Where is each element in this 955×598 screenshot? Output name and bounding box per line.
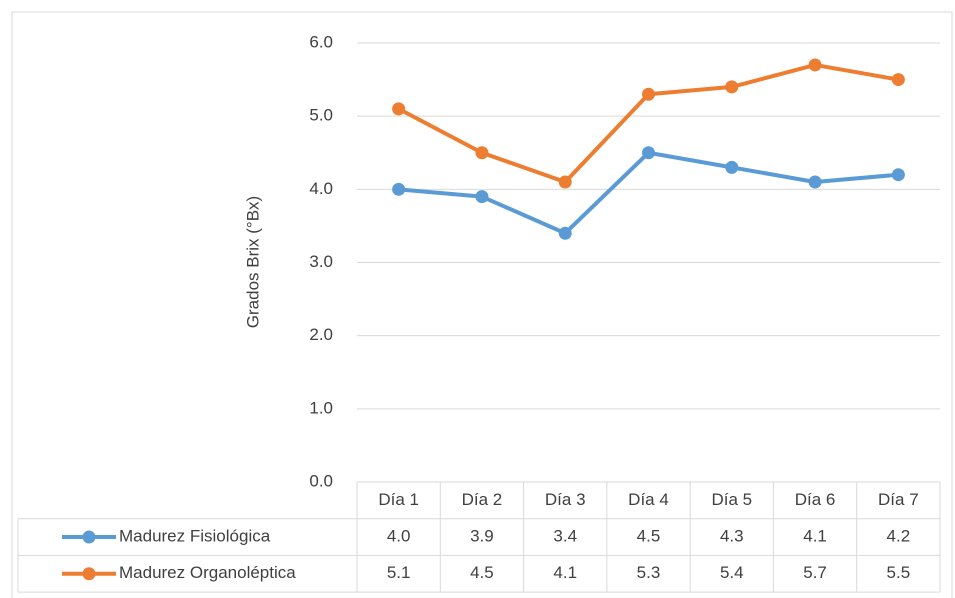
table-value: 4.5 bbox=[470, 563, 494, 582]
table-value: 5.3 bbox=[637, 563, 661, 582]
table-value: 4.1 bbox=[803, 527, 827, 546]
legend-marker bbox=[82, 567, 96, 581]
y-tick-label: 4.0 bbox=[309, 179, 333, 198]
table-value: 4.0 bbox=[387, 527, 411, 546]
data-point bbox=[392, 102, 406, 116]
table-value: 5.1 bbox=[387, 563, 411, 582]
data-point bbox=[891, 73, 905, 87]
y-tick-label: 1.0 bbox=[309, 398, 333, 417]
data-point bbox=[642, 146, 655, 160]
x-tick-label: Día 1 bbox=[378, 490, 419, 509]
data-point bbox=[725, 80, 739, 94]
y-tick-label: 6.0 bbox=[309, 32, 333, 51]
chart-frame bbox=[11, 11, 953, 598]
data-point bbox=[808, 58, 822, 72]
legend-label: Madurez Organoléptica bbox=[119, 563, 296, 582]
table-value: 4.5 bbox=[637, 527, 661, 546]
y-axis-label: Grados Brix (°Bx) bbox=[243, 196, 262, 328]
table-value: 4.1 bbox=[553, 563, 577, 582]
y-tick-label: 3.0 bbox=[309, 252, 333, 271]
data-point bbox=[475, 146, 489, 160]
series-line bbox=[398, 150, 899, 236]
y-tick-label: 0.0 bbox=[309, 471, 333, 490]
data-point bbox=[808, 175, 822, 189]
data-point bbox=[725, 160, 739, 174]
table-value: 3.9 bbox=[470, 527, 494, 546]
x-tick-label: Día 6 bbox=[795, 490, 836, 509]
data-point bbox=[558, 175, 572, 189]
x-tick-label: Día 4 bbox=[628, 490, 669, 509]
legend-label: Madurez Fisiológica bbox=[119, 527, 271, 546]
table-value: 5.4 bbox=[720, 563, 744, 582]
x-tick-label: Día 3 bbox=[545, 490, 586, 509]
x-tick-label: Día 2 bbox=[462, 490, 503, 509]
table-value: 5.5 bbox=[887, 563, 911, 582]
data-point bbox=[392, 182, 406, 196]
table-value: 4.2 bbox=[887, 527, 911, 546]
data-point bbox=[558, 226, 572, 240]
x-tick-label: Día 5 bbox=[711, 490, 752, 509]
x-tick-label: Día 7 bbox=[878, 490, 919, 509]
table-value: 5.7 bbox=[803, 563, 827, 582]
data-point bbox=[891, 168, 905, 182]
table-value: 3.4 bbox=[553, 527, 577, 546]
table-value: 4.3 bbox=[720, 527, 744, 546]
y-tick-label: 2.0 bbox=[309, 325, 333, 344]
data-point bbox=[642, 87, 655, 101]
y-tick-label: 5.0 bbox=[309, 106, 333, 125]
legend-marker bbox=[82, 530, 96, 544]
data-point bbox=[475, 190, 489, 204]
series-line bbox=[397, 62, 899, 185]
